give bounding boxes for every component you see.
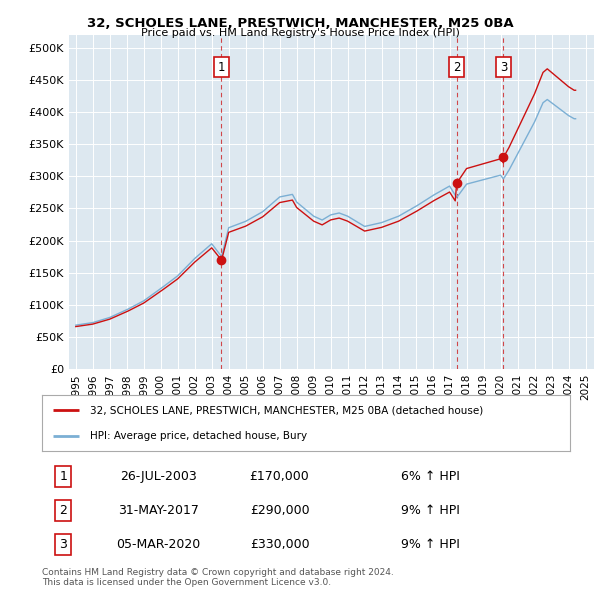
- Text: 05-MAR-2020: 05-MAR-2020: [116, 538, 200, 551]
- Text: £330,000: £330,000: [250, 538, 310, 551]
- Text: 3: 3: [500, 61, 507, 74]
- Text: Price paid vs. HM Land Registry's House Price Index (HPI): Price paid vs. HM Land Registry's House …: [140, 28, 460, 38]
- Text: 2: 2: [453, 61, 460, 74]
- Text: 6% ↑ HPI: 6% ↑ HPI: [401, 470, 460, 483]
- Text: 32, SCHOLES LANE, PRESTWICH, MANCHESTER, M25 0BA: 32, SCHOLES LANE, PRESTWICH, MANCHESTER,…: [86, 17, 514, 30]
- Text: 3: 3: [59, 538, 67, 551]
- Text: HPI: Average price, detached house, Bury: HPI: Average price, detached house, Bury: [89, 431, 307, 441]
- Text: 26-JUL-2003: 26-JUL-2003: [120, 470, 197, 483]
- Text: 2: 2: [59, 504, 67, 517]
- Text: 9% ↑ HPI: 9% ↑ HPI: [401, 538, 460, 551]
- Text: 31-MAY-2017: 31-MAY-2017: [118, 504, 199, 517]
- Text: 1: 1: [59, 470, 67, 483]
- Text: 32, SCHOLES LANE, PRESTWICH, MANCHESTER, M25 0BA (detached house): 32, SCHOLES LANE, PRESTWICH, MANCHESTER,…: [89, 405, 483, 415]
- Text: 9% ↑ HPI: 9% ↑ HPI: [401, 504, 460, 517]
- Text: £170,000: £170,000: [250, 470, 310, 483]
- Text: £290,000: £290,000: [250, 504, 310, 517]
- Text: Contains HM Land Registry data © Crown copyright and database right 2024.
This d: Contains HM Land Registry data © Crown c…: [42, 568, 394, 587]
- Text: 1: 1: [218, 61, 225, 74]
